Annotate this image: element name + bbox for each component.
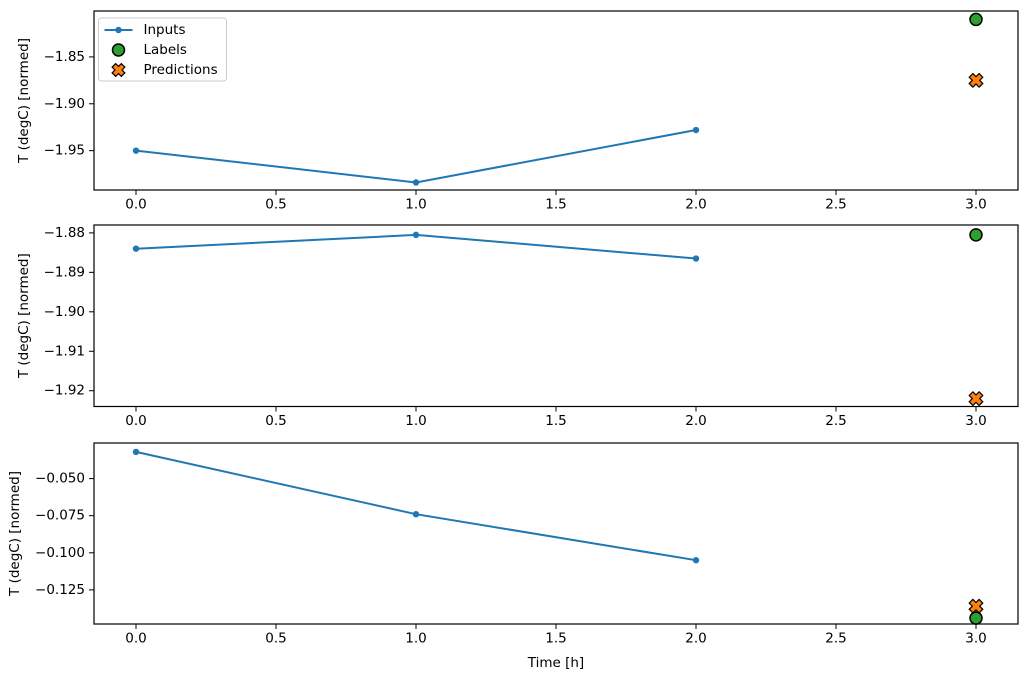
legend-box — [98, 17, 227, 82]
plot-background — [94, 443, 1018, 624]
x-tick-label: 3.0 — [965, 197, 986, 213]
y-tick-label: −1.91 — [44, 343, 85, 359]
plot-background — [94, 225, 1018, 407]
y-tick-label: −1.90 — [44, 304, 85, 320]
predictions-x-marker — [968, 390, 984, 407]
y-tick-label: −1.88 — [44, 225, 85, 241]
y-tick-label: −1.85 — [44, 49, 85, 65]
y-axis-label-2: T (degC) [normed] — [7, 471, 23, 597]
plot-frame — [93, 442, 1019, 625]
subplot-1: 0.0 0.5 1.0 1.5 2.0 2.5 3.0 −1.88 −1.89 −1.90 −1.9… — [44, 224, 1019, 429]
y-tick-label: −0.075 — [35, 508, 85, 524]
plot-background — [94, 11, 1018, 190]
x-tick-label: 1.5 — [545, 631, 566, 647]
plot-frame — [93, 224, 1019, 408]
x-tick-label: 2.5 — [825, 197, 846, 213]
legend-item-label: Predictions — [144, 62, 218, 78]
inputs-point-marker — [412, 511, 420, 518]
x-tick-label: 0.0 — [125, 631, 146, 647]
x-tick-label: 2.0 — [685, 197, 706, 213]
x-tick-label: 0.0 — [125, 197, 146, 213]
inputs-point-marker — [412, 231, 420, 239]
x-tick-label: 2.0 — [685, 413, 706, 429]
x-tick-label: 2.0 — [685, 631, 706, 647]
inputs-point-marker — [132, 245, 140, 252]
inputs-point-marker — [692, 255, 700, 262]
y-axis-label-0: T (degC) [normed] — [16, 38, 32, 164]
y-tick-label: −1.95 — [44, 143, 85, 159]
x-tick-label: 1.0 — [405, 631, 426, 647]
subplot-0: 0.0 0.5 1.0 1.5 2.0 2.5 3.0 −1.85 −1.90 −1.95 — [44, 10, 1019, 213]
inputs-point-marker — [412, 179, 420, 186]
y-tick-label: −1.90 — [44, 96, 85, 112]
subplot-2: 0.0 0.5 1.0 1.5 2.0 2.5 3.0 −0.050 −0.075 −0.100 −… — [35, 442, 1019, 647]
x-tick-label: 2.5 — [825, 413, 846, 429]
inputs-point-marker — [692, 557, 700, 564]
x-tick-label: 1.0 — [405, 413, 426, 429]
predictions-x-marker — [968, 72, 984, 88]
legend: Inputs Labels Predictions — [98, 17, 227, 82]
x-tick-label: 0.0 — [125, 413, 146, 429]
x-tick-label: 1.5 — [545, 413, 566, 429]
legend-x-sample-icon — [111, 62, 126, 78]
y-axis-label-1: T (degC) [normed] — [16, 253, 32, 379]
x-tick-label: 3.0 — [965, 631, 986, 647]
y-tick-label: −0.100 — [35, 545, 85, 561]
labels-circle-marker — [969, 228, 983, 242]
x-tick-label: 0.5 — [265, 413, 286, 429]
plot-frame — [93, 10, 1019, 191]
inputs-point-marker — [132, 448, 140, 456]
y-tick-label: −1.89 — [44, 264, 85, 280]
legend-item-label: Labels — [144, 42, 187, 58]
x-tick-label: 0.5 — [265, 631, 286, 647]
inputs-point-marker — [692, 126, 700, 134]
x-axis-label: Time [h] — [527, 655, 584, 671]
y-tick-label: −1.92 — [44, 383, 85, 399]
x-tick-label: 2.5 — [825, 631, 846, 647]
y-tick-label: −0.050 — [35, 471, 85, 487]
x-tick-label: 1.5 — [545, 197, 566, 213]
x-tick-label: 0.5 — [265, 197, 286, 213]
y-tick-label: −0.125 — [35, 582, 85, 598]
x-tick-label: 3.0 — [965, 413, 986, 429]
legend-circle-sample-icon — [111, 43, 126, 57]
labels-circle-marker — [969, 611, 983, 625]
x-tick-label: 1.0 — [405, 197, 426, 213]
legend-item-label: Inputs — [144, 22, 186, 38]
legend-dot-sample-icon — [115, 26, 122, 34]
labels-circle-marker — [969, 12, 983, 27]
inputs-point-marker — [132, 147, 140, 154]
predictions-x-marker — [968, 598, 984, 614]
